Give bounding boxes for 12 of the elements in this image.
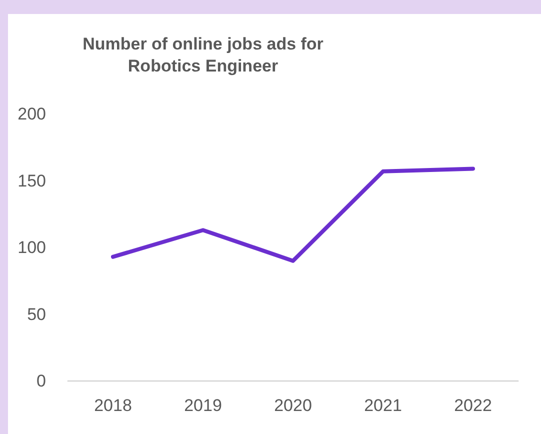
y-tick-label: 150 (18, 171, 46, 190)
y-tick-label: 200 (18, 104, 46, 124)
x-tick-label: 2021 (364, 396, 402, 415)
y-tick-label: 0 (36, 372, 46, 390)
x-tick-label: 2022 (454, 396, 492, 415)
y-tick-label: 50 (27, 304, 46, 324)
line-series (111, 166, 475, 263)
y-tick-label: 100 (18, 238, 46, 257)
x-tick-label: 2019 (184, 396, 222, 415)
x-tick-label: 2020 (274, 396, 312, 415)
chart-title: Number of online jobs ads for Robotics Engineer (82, 34, 324, 76)
x-tick-label: 2018 (94, 396, 132, 415)
